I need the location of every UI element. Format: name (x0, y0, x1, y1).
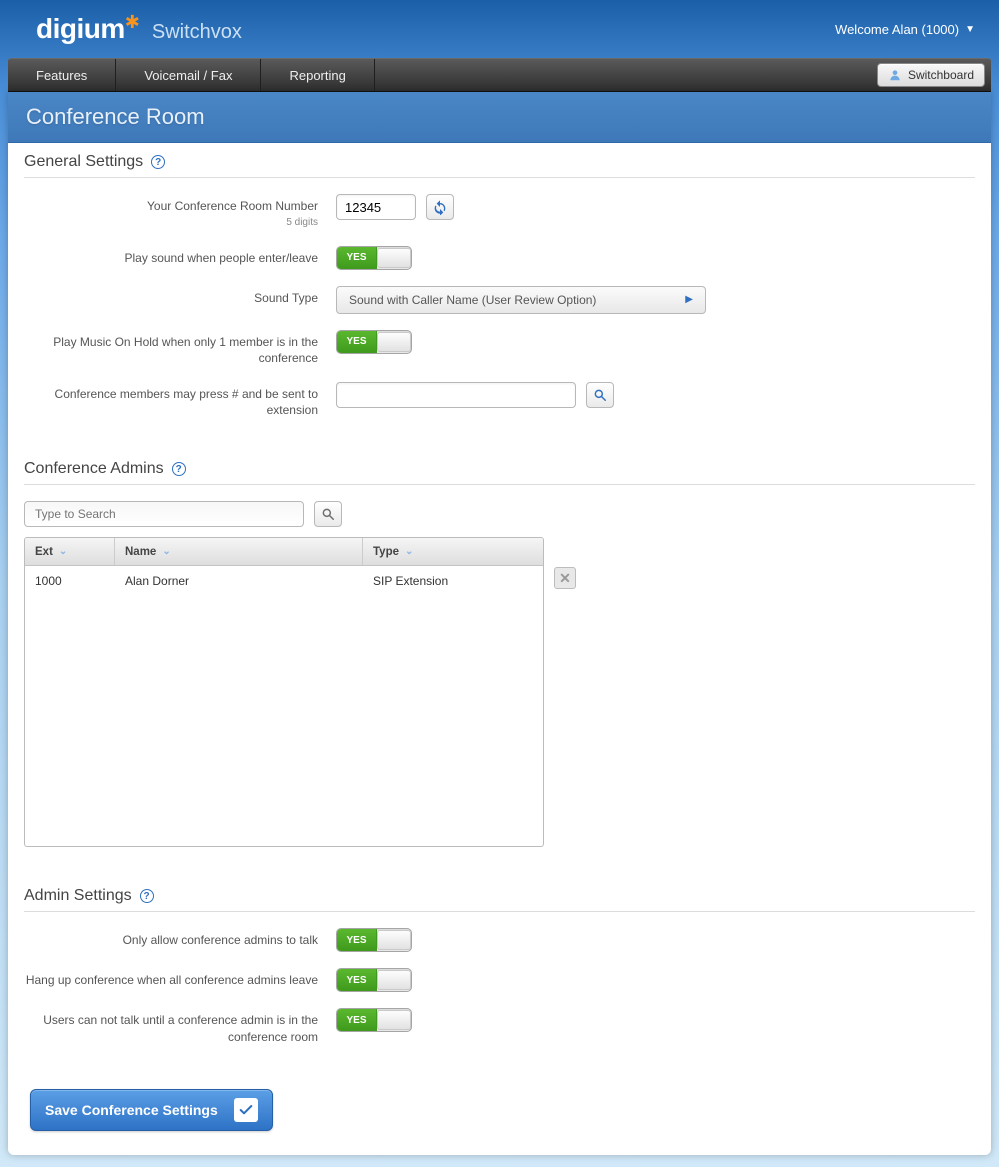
toggle-on-text: YES (337, 969, 377, 991)
admins-search-input[interactable] (24, 501, 304, 527)
user-menu[interactable]: Welcome Alan (1000) ▼ (835, 22, 975, 37)
help-icon[interactable]: ? (172, 462, 186, 476)
close-icon: ✕ (559, 570, 571, 587)
triangle-right-icon: ▶ (685, 294, 693, 305)
only-admins-talk-label: Only allow conference admins to talk (24, 928, 336, 948)
col-name[interactable]: Name ⌄ (115, 538, 363, 565)
section-admins-title: Conference Admins (24, 460, 164, 478)
sound-type-select[interactable]: Sound with Caller Name (User Review Opti… (336, 286, 706, 314)
wait-admin-label: Users can not talk until a conference ad… (24, 1008, 336, 1044)
sort-icon: ⌄ (59, 546, 67, 557)
toggle-on-text: YES (337, 247, 377, 269)
wait-admin-toggle[interactable]: YES (336, 1008, 412, 1032)
col-type[interactable]: Type ⌄ (363, 538, 543, 565)
toggle-on-text: YES (337, 929, 377, 951)
play-sound-toggle[interactable]: YES (336, 246, 412, 270)
refresh-icon (432, 199, 448, 215)
page-title-bar: Conference Room (8, 92, 991, 143)
help-icon[interactable]: ? (140, 889, 154, 903)
brand-primary: digium (36, 13, 125, 45)
cell-ext: 1000 (25, 574, 115, 588)
toggle-on-text: YES (337, 331, 377, 353)
nav-features[interactable]: Features (8, 59, 116, 91)
main-nav: Features Voicemail / Fax Reporting Switc… (8, 58, 991, 92)
hangup-label: Hang up conference when all conference a… (24, 968, 336, 988)
search-icon (321, 507, 335, 521)
moh-toggle[interactable]: YES (336, 330, 412, 354)
hangup-toggle[interactable]: YES (336, 968, 412, 992)
room-number-sublabel: 5 digits (24, 216, 318, 230)
nav-spacer (375, 59, 877, 91)
sound-type-label: Sound Type (24, 286, 336, 306)
brand-star-icon: ✱ (125, 12, 140, 33)
room-number-label: Your Conference Room Number 5 digits (24, 194, 336, 230)
page: Conference Room General Settings ? Your … (8, 92, 991, 1155)
chevron-down-icon: ▼ (965, 24, 975, 35)
hash-ext-input[interactable] (336, 382, 576, 408)
cell-type: SIP Extension (363, 574, 543, 588)
toggle-knob (377, 248, 411, 268)
col-ext-label: Ext (35, 546, 53, 558)
save-button-label: Save Conference Settings (45, 1102, 218, 1118)
nav-voicemail[interactable]: Voicemail / Fax (116, 59, 261, 91)
section-admin-settings-title: Admin Settings (24, 887, 132, 905)
cell-name: Alan Dorner (115, 574, 363, 588)
check-icon (234, 1098, 258, 1122)
section-admins-head: Conference Admins ? (24, 456, 975, 485)
table-row[interactable]: 1000 Alan Dorner SIP Extension (25, 566, 543, 596)
section-general-title: General Settings (24, 153, 143, 171)
section-admin-settings-head: Admin Settings ? (24, 883, 975, 912)
toggle-knob (377, 970, 411, 990)
brand-logo: digium ✱ Switchvox (36, 13, 242, 45)
toggle-knob (377, 930, 411, 950)
room-number-label-text: Your Conference Room Number (147, 199, 318, 213)
help-icon[interactable]: ? (151, 155, 165, 169)
nav-reporting[interactable]: Reporting (261, 59, 374, 91)
header: digium ✱ Switchvox Welcome Alan (1000) ▼ (8, 0, 991, 58)
sound-type-value: Sound with Caller Name (User Review Opti… (349, 293, 596, 307)
save-button[interactable]: Save Conference Settings (30, 1089, 273, 1131)
page-title: Conference Room (26, 104, 973, 130)
regenerate-button[interactable] (426, 194, 454, 220)
search-icon (593, 388, 607, 402)
hash-ext-label: Conference members may press # and be se… (24, 382, 336, 418)
only-admins-talk-toggle[interactable]: YES (336, 928, 412, 952)
toggle-knob (377, 1010, 411, 1030)
sort-icon: ⌄ (162, 546, 170, 557)
lookup-button[interactable] (586, 382, 614, 408)
section-general-head: General Settings ? (24, 149, 975, 178)
play-sound-label: Play sound when people enter/leave (24, 246, 336, 266)
toggle-on-text: YES (337, 1009, 377, 1031)
sort-icon: ⌄ (405, 546, 413, 557)
moh-label: Play Music On Hold when only 1 member is… (24, 330, 336, 366)
user-icon (888, 68, 902, 82)
remove-admin-button[interactable]: ✕ (554, 567, 576, 589)
admins-table-header: Ext ⌄ Name ⌄ Type ⌄ (25, 538, 543, 566)
admins-search-button[interactable] (314, 501, 342, 527)
switchboard-label: Switchboard (908, 68, 974, 82)
col-type-label: Type (373, 546, 399, 558)
brand-secondary: Switchvox (152, 21, 242, 44)
col-name-label: Name (125, 546, 156, 558)
toggle-knob (377, 332, 411, 352)
switchboard-button[interactable]: Switchboard (877, 63, 985, 87)
welcome-text: Welcome Alan (1000) (835, 22, 959, 37)
admins-table: Ext ⌄ Name ⌄ Type ⌄ 1000 (24, 537, 544, 847)
room-number-input[interactable] (336, 194, 416, 220)
col-ext[interactable]: Ext ⌄ (25, 538, 115, 565)
